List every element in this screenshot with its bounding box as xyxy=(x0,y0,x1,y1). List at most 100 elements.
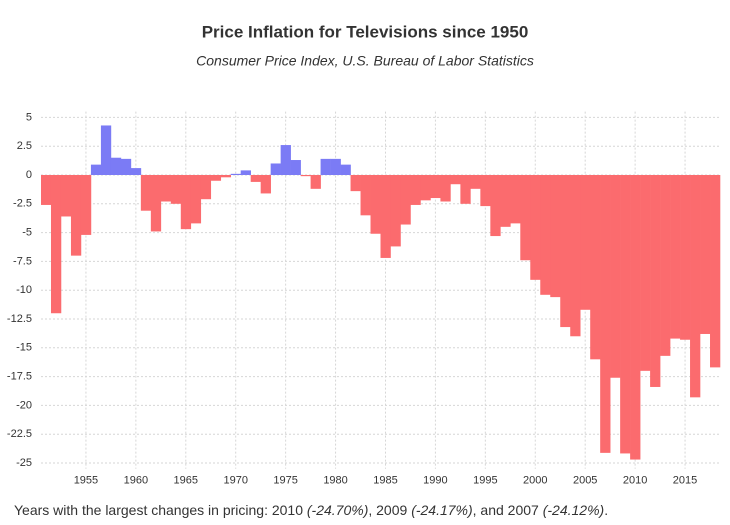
bar xyxy=(490,175,501,237)
y-tick-label: 0 xyxy=(26,169,32,181)
x-tick-label: 2015 xyxy=(673,475,697,487)
bar xyxy=(260,175,271,194)
y-tick-label: -22.5 xyxy=(7,428,32,440)
x-tick-label: 1955 xyxy=(74,475,98,487)
bar xyxy=(600,175,611,453)
bar xyxy=(510,175,521,224)
bar xyxy=(150,175,162,232)
footnote-part: . xyxy=(604,502,608,518)
bar xyxy=(190,175,202,224)
bar xyxy=(640,175,651,371)
bar xyxy=(200,175,212,200)
bar xyxy=(240,170,251,175)
y-tick-label: -25 xyxy=(16,457,32,469)
footnote-part: (-24.70%) xyxy=(307,502,368,518)
x-tick-label: 1975 xyxy=(273,475,297,487)
bar xyxy=(480,175,491,207)
footnote-part: (-24.17%) xyxy=(411,502,472,518)
bar xyxy=(320,158,331,175)
x-tick-label: 1970 xyxy=(223,475,247,487)
bar xyxy=(520,175,531,261)
bar xyxy=(41,175,52,205)
bar xyxy=(350,175,361,192)
bar xyxy=(570,175,581,337)
x-tick-label: 1990 xyxy=(423,475,447,487)
x-tick-label: 2000 xyxy=(523,475,547,487)
x-tick-label: 1960 xyxy=(124,475,148,487)
bar xyxy=(380,175,391,258)
bar xyxy=(170,175,182,204)
y-tick-label: 5 xyxy=(26,111,32,123)
bar xyxy=(410,175,421,205)
bar xyxy=(530,175,541,280)
y-tick-label: -10 xyxy=(16,284,32,296)
bar xyxy=(330,158,341,175)
y-tick-label: -20 xyxy=(16,399,32,411)
bar xyxy=(400,175,411,225)
bar xyxy=(80,175,92,235)
bar xyxy=(420,175,431,201)
x-tick-label: 1995 xyxy=(473,475,497,487)
bar xyxy=(220,175,232,178)
y-tick-label: -2.5 xyxy=(13,198,32,210)
bar xyxy=(630,175,641,460)
bar xyxy=(120,158,132,175)
bar xyxy=(100,125,112,175)
bar xyxy=(90,164,102,175)
chart-title: Price Inflation for Televisions since 19… xyxy=(202,22,529,41)
y-tick-label: -7.5 xyxy=(13,255,32,267)
footnote-part: , and 2007 xyxy=(473,502,543,518)
bar xyxy=(550,175,561,298)
bar xyxy=(70,175,82,256)
x-tick-label: 2010 xyxy=(623,475,647,487)
y-tick-label: -5 xyxy=(22,227,32,239)
bar xyxy=(110,157,122,175)
bar xyxy=(270,163,281,175)
chart-subtitle: Consumer Price Index, U.S. Bureau of Lab… xyxy=(196,53,534,69)
y-tick-label: -15 xyxy=(16,342,32,354)
x-tick-label: 1965 xyxy=(174,475,198,487)
bar xyxy=(230,173,242,175)
bar xyxy=(650,175,661,387)
bar xyxy=(430,175,441,199)
x-tick-label: 1980 xyxy=(323,475,347,487)
bar xyxy=(60,175,72,217)
x-tick-label: 1985 xyxy=(373,475,397,487)
bar xyxy=(620,175,631,454)
bar xyxy=(290,160,301,175)
bar xyxy=(470,175,481,189)
bar xyxy=(710,175,721,368)
bar xyxy=(130,168,142,175)
bar xyxy=(140,175,152,211)
bar xyxy=(250,175,261,182)
bar xyxy=(300,175,311,177)
bar xyxy=(670,175,681,339)
x-tick-label: 2005 xyxy=(573,475,597,487)
bar xyxy=(690,175,701,398)
y-tick-label: -12.5 xyxy=(7,313,32,325)
bar xyxy=(700,175,711,334)
bar xyxy=(280,145,291,175)
bar xyxy=(360,175,371,216)
footnote: Years with the largest changes in pricin… xyxy=(14,502,608,518)
y-tick-label: 2.5 xyxy=(17,140,32,152)
bar xyxy=(450,175,461,185)
bar xyxy=(310,175,321,189)
bar xyxy=(390,175,401,247)
bar xyxy=(680,175,691,340)
bar xyxy=(180,175,192,230)
bar xyxy=(540,175,551,295)
bar xyxy=(580,175,591,310)
y-tick-label: -17.5 xyxy=(7,371,32,383)
bar xyxy=(660,175,671,356)
bar xyxy=(610,175,621,378)
footnote-part: , 2009 xyxy=(368,502,411,518)
bar xyxy=(440,175,451,202)
bar xyxy=(370,175,381,234)
bar xyxy=(500,175,511,227)
bar xyxy=(340,164,351,175)
footnote-part: Years with the largest changes in pricin… xyxy=(14,502,307,518)
bar xyxy=(210,175,222,181)
bar xyxy=(590,175,601,360)
